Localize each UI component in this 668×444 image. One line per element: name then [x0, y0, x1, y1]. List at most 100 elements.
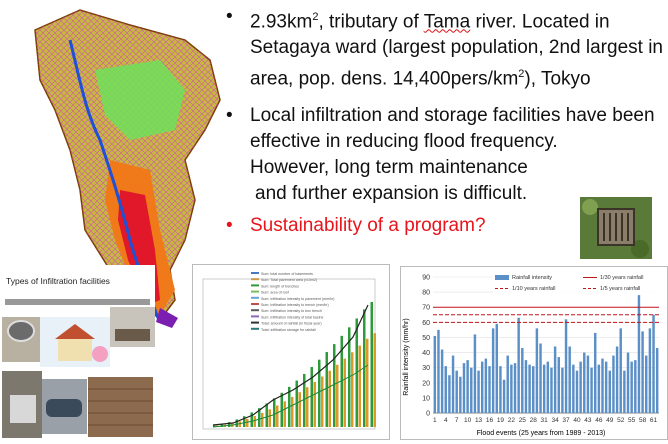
rainfall-bar [583, 352, 586, 413]
legend-label: Sum: length of trenches [261, 284, 299, 288]
growth-bar [280, 392, 283, 427]
growth-bar [273, 398, 276, 427]
rainfall-bar [532, 366, 535, 413]
growth-bar [228, 422, 231, 427]
rainfall-bar [641, 331, 644, 413]
rainfall-bar [499, 366, 502, 413]
rainfall-bar [575, 370, 579, 413]
bullet-item-area: • 2.93km2, tributary of Tama river. Loca… [222, 4, 668, 93]
growth-bar [370, 302, 373, 427]
y-tick-label: 60 [422, 320, 430, 327]
growth-bar [306, 387, 309, 427]
growth-bar [250, 412, 253, 427]
rainfall-bar [459, 376, 462, 413]
x-tick-label: 37 [562, 417, 570, 424]
legend-swatch [251, 327, 259, 330]
x-tick-label: 25 [519, 417, 527, 424]
tokyo-text: ), Tokyo [524, 68, 591, 90]
rainfall-bar [546, 361, 550, 413]
legend-swatch [251, 284, 259, 287]
growth-bar [291, 396, 294, 427]
rainfall-bar [550, 367, 553, 413]
facilities-legend: Sum: total number of basements Sum: Total… [251, 272, 335, 332]
rainfall-bar [572, 364, 575, 413]
y-tick-label: 50 [422, 335, 430, 342]
growth-bar [283, 401, 286, 427]
growth-bar [303, 373, 306, 427]
legend-swatch [251, 321, 259, 324]
bullet-item-sustainability: • Sustainability of a program? [222, 213, 668, 239]
rainfall-bar [612, 355, 615, 413]
cumulative-line [212, 304, 369, 426]
growth-bar [321, 376, 324, 427]
rainfall-bar [495, 323, 499, 413]
growth-bar [343, 358, 346, 427]
legend-swatch [251, 272, 259, 274]
x-tick-label: 43 [584, 417, 592, 424]
rainfall-bar [597, 364, 601, 413]
rainfall-bar [517, 317, 520, 413]
infiltration-photos [2, 299, 155, 438]
rainfall-bar [630, 361, 633, 413]
bullet-dot: • [226, 6, 233, 27]
rainfall-bar [480, 361, 484, 413]
legend-label: 1/5 years rainfall [600, 286, 640, 292]
rainfall-bar [455, 370, 458, 413]
legend-label: Sum: total number of basements [261, 272, 313, 276]
legend-label: Sum: Infiltration intensity to box trenc… [261, 309, 322, 313]
rainfall-bar [510, 364, 513, 413]
tributary-text: , tributary of [318, 11, 424, 33]
growth-bar [333, 344, 336, 427]
facilities-chart: Sum: total number of basements Sum: Total… [202, 272, 376, 430]
rainfall-bar [557, 357, 560, 413]
rainfall-bar [524, 360, 528, 413]
density-superscript: 2 [518, 68, 525, 81]
rainfall-bar [655, 348, 659, 413]
y-tick-label: 40 [422, 350, 430, 357]
rainfall-bar [608, 370, 612, 413]
legend-swatch [495, 275, 509, 280]
x-tick-label: 16 [486, 417, 494, 424]
growth-bar [336, 364, 339, 427]
growth-bar [373, 333, 376, 427]
river-name: Tama [423, 11, 471, 33]
rainfall-bar [564, 319, 568, 413]
growth-bar [253, 416, 256, 427]
y-tick-label: 70 [422, 305, 430, 312]
green-zone [95, 60, 185, 140]
legend-label: Sum: Infiltration intensity to trench (m… [261, 303, 329, 307]
legend-label: Rainfall intensity [512, 275, 552, 281]
legend-label: Total: infiltration storage for rainfall [261, 328, 316, 332]
green-trend-line [212, 364, 369, 428]
growth-bar [298, 392, 301, 427]
legend-label: Total: amount of rainfall (in fiscal yea… [261, 322, 322, 326]
rainfall-bar [528, 364, 531, 413]
y-tick-label: 20 [422, 380, 430, 387]
drain-cover-photo [580, 197, 652, 259]
rainfall-bar [484, 358, 488, 413]
rainfall-bar [440, 349, 444, 413]
growth-bar [363, 309, 366, 427]
x-tick-label: 52 [617, 417, 625, 424]
growth-bar [220, 424, 223, 427]
legend-swatch [251, 303, 259, 305]
x-tick-label: 61 [650, 417, 658, 424]
rainfall-bar [568, 346, 571, 413]
growth-bar [313, 381, 316, 427]
x-tick-label: 13 [475, 417, 483, 424]
rainfall-bar [437, 329, 440, 413]
growth-bar [235, 419, 238, 427]
sustainability-text: Sustainability of a program? [250, 214, 486, 236]
rainfall-bar [433, 335, 437, 413]
growth-bar [325, 352, 328, 427]
rainfall-bar [488, 366, 491, 413]
x-tick-label: 22 [508, 417, 516, 424]
x-tick-label: 7 [455, 417, 459, 424]
rainfall-bar [626, 352, 630, 413]
legend-swatch [251, 290, 259, 293]
facilities-chart-panel: Sum: total number of basements Sum: Total… [192, 264, 390, 440]
rainfall-bar [590, 367, 593, 413]
rainfall-bar [648, 328, 652, 413]
x-tick-label: 10 [464, 417, 472, 424]
